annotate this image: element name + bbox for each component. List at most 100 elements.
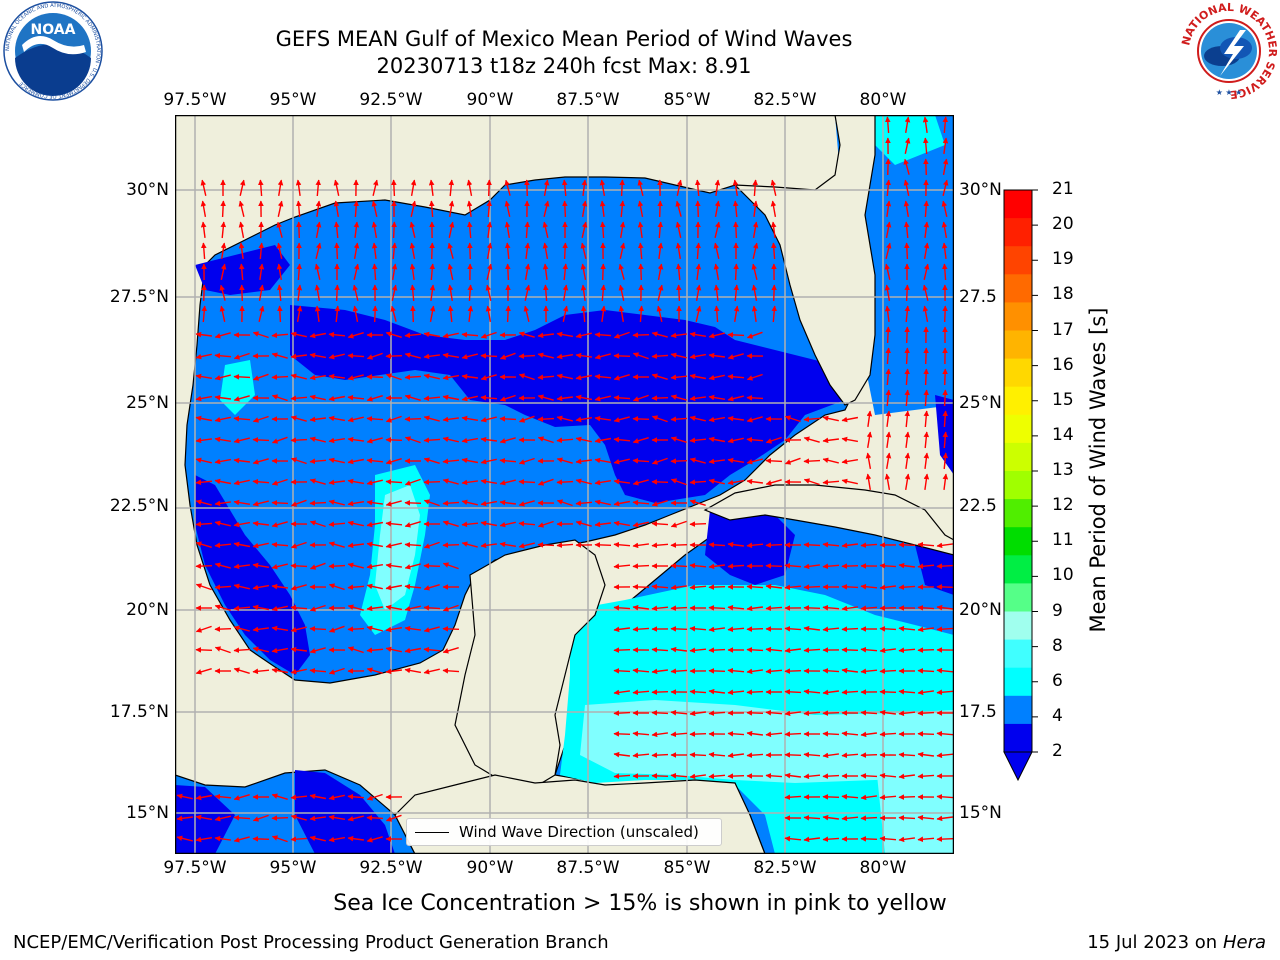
wind-wave-arrow: [594, 499, 611, 506]
wind-wave-arrow: [556, 437, 574, 444]
wind-wave-arrow: [409, 221, 416, 238]
wind-wave-arrow: [942, 137, 949, 154]
wind-wave-arrow: [904, 368, 911, 386]
wind-wave-arrow: [803, 584, 821, 590]
wind-wave-arrow: [613, 331, 630, 339]
wind-wave-arrow: [600, 305, 607, 322]
wind-wave-arrow: [632, 730, 650, 737]
footer-branch: NCEP/EMC/Verification Post Processing Pr…: [13, 932, 609, 953]
wind-wave-arrow: [784, 731, 802, 737]
wind-wave-arrow: [751, 284, 758, 302]
wind-wave-arrow: [942, 473, 949, 490]
colorbar-tick-label: 11: [1052, 530, 1074, 551]
wind-wave-arrow: [936, 626, 954, 633]
wind-wave-arrow: [258, 242, 265, 260]
wind-wave-arrow: [309, 604, 326, 612]
wind-wave-arrow: [689, 373, 707, 380]
wind-wave-arrow: [233, 352, 250, 360]
wind-wave-arrow: [841, 416, 859, 423]
wind-wave-arrow: [695, 305, 702, 322]
wind-wave-arrow: [290, 626, 307, 633]
wind-wave-arrow: [898, 688, 916, 695]
wind-wave-arrow: [903, 221, 910, 239]
wind-wave-arrow: [214, 352, 232, 359]
wind-wave-arrow: [328, 667, 345, 675]
wind-wave-arrow: [923, 410, 930, 428]
wind-wave-arrow: [613, 563, 631, 570]
wind-wave-arrow: [822, 731, 840, 737]
colorbar-band: [1004, 274, 1032, 303]
wind-wave-arrow: [689, 647, 707, 654]
wind-wave-arrow: [238, 263, 245, 281]
wind-wave-arrow: [333, 200, 340, 218]
colorbar-tick-label: 13: [1052, 460, 1074, 480]
wind-wave-arrow: [675, 263, 682, 281]
wind-wave-arrow: [689, 562, 707, 569]
wind-wave-arrow: [404, 625, 421, 632]
wind-wave-arrow: [423, 415, 440, 422]
wind-wave-arrow: [917, 604, 935, 611]
wind-wave-arrow: [727, 415, 744, 422]
wind-wave-arrow: [689, 415, 706, 422]
wind-wave-arrow: [594, 437, 612, 444]
wind-wave-arrow: [670, 374, 688, 381]
wind-wave-arrow: [727, 479, 745, 486]
wind-wave-arrow: [448, 179, 455, 197]
wind-wave-arrow: [277, 200, 284, 217]
colorbar-band: [1004, 330, 1032, 360]
wind-wave-arrow: [233, 563, 250, 570]
lat-tick-right: 17.5: [959, 702, 997, 722]
wind-wave-arrow: [371, 242, 378, 259]
wind-wave-arrow: [314, 284, 321, 302]
wind-wave-arrow: [746, 416, 763, 423]
wind-wave-arrow: [670, 584, 687, 591]
wind-wave-arrow: [803, 751, 821, 758]
wind-wave-arrow: [708, 478, 725, 485]
wind-wave-arrow: [195, 625, 212, 633]
colorbar-tick-label: 21: [1052, 179, 1074, 199]
lat-tick-right: 15°N: [959, 803, 1002, 823]
wind-wave-arrow: [442, 416, 459, 423]
wind-wave-arrow: [252, 478, 270, 485]
wind-wave-arrow: [689, 521, 707, 527]
wind-wave-arrow: [271, 815, 289, 821]
wind-wave-arrow: [220, 242, 227, 260]
wind-wave-arrow: [784, 710, 801, 717]
wind-wave-arrow: [562, 242, 568, 260]
wind-wave-arrow: [884, 305, 891, 322]
wind-wave-arrow: [214, 500, 231, 507]
wind-wave-arrow: [271, 394, 288, 402]
wind-wave-arrow: [581, 179, 588, 196]
colorbar-tick-label: 10: [1052, 565, 1074, 586]
wind-wave-arrow: [314, 263, 321, 280]
wind-wave-arrow: [651, 520, 669, 527]
wind-wave-arrow: [923, 347, 929, 365]
wind-wave-arrow: [670, 458, 688, 464]
lon-tick-bottom: 95°W: [269, 858, 317, 878]
wind-wave-arrow: [904, 116, 911, 134]
wind-wave-arrow: [733, 263, 739, 281]
legend-line-icon: [415, 831, 449, 833]
wind-wave-arrow: [485, 284, 492, 301]
wind-wave-arrow: [252, 626, 269, 633]
wind-wave-arrow: [328, 814, 346, 821]
wind-wave-arrow: [195, 499, 212, 506]
wind-wave-arrow: [803, 416, 821, 423]
wind-wave-arrow: [328, 625, 345, 633]
wind-wave-arrow: [784, 835, 802, 842]
wind-wave-arrow: [904, 242, 910, 260]
wind-wave-arrow: [214, 542, 232, 549]
wind-wave-arrow: [879, 584, 896, 591]
wind-wave-arrow: [708, 458, 725, 465]
wind-wave-arrow: [252, 415, 269, 423]
wind-wave-arrow: [309, 352, 327, 359]
wind-wave-arrow: [651, 415, 668, 423]
wind-wave-arrow: [619, 221, 626, 239]
wind-wave-arrow: [220, 200, 226, 218]
wind-wave-arrow: [195, 668, 212, 675]
wind-wave-arrow: [936, 815, 953, 822]
wind-wave-arrow: [765, 436, 782, 444]
wind-wave-arrow: [518, 500, 535, 507]
wind-wave-arrow: [613, 604, 631, 611]
wind-wave-arrow: [708, 374, 725, 381]
